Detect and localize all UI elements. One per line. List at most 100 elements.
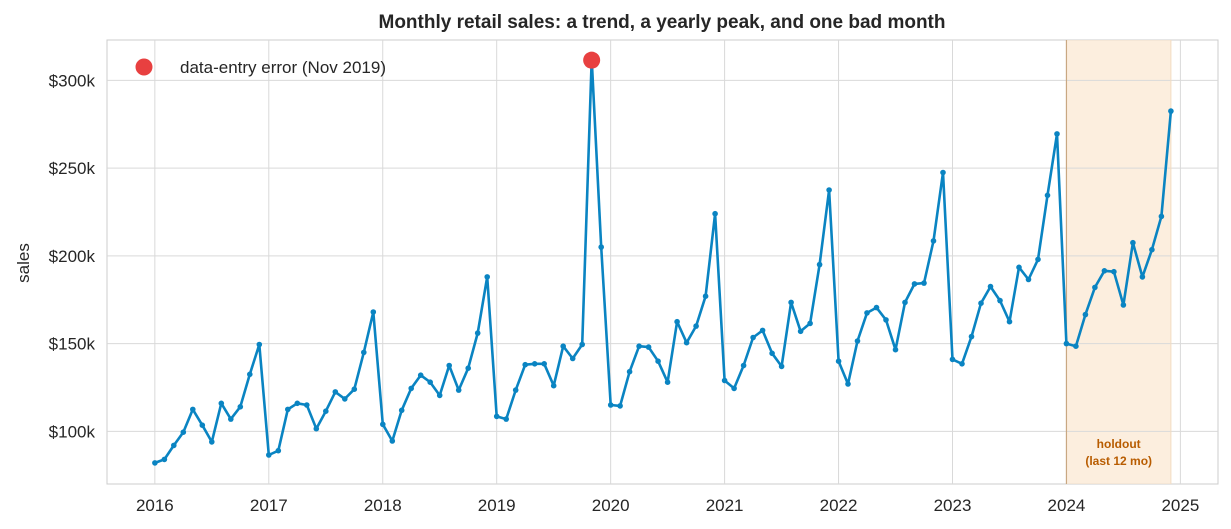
sales-point (332, 389, 339, 395)
sales-point (1016, 264, 1022, 271)
sales-point (361, 349, 367, 356)
sales-point (275, 447, 282, 454)
legend-marker (135, 58, 153, 76)
x-tick-label: 2016 (136, 496, 174, 515)
sales-point (503, 416, 510, 422)
y-tick-label: $150k (49, 335, 96, 354)
sales-point (902, 299, 908, 306)
sales-point (826, 187, 832, 193)
sales-point (171, 442, 177, 449)
sales-point (389, 438, 396, 444)
sales-point (304, 402, 310, 408)
holdout-band (1066, 40, 1171, 484)
sales-point (864, 310, 870, 316)
sales-point (598, 244, 604, 250)
holdout-label: holdout (1097, 437, 1141, 451)
x-tick-label: 2020 (592, 496, 630, 515)
sales-point (769, 350, 775, 357)
sales-point (816, 261, 823, 268)
sales-point (569, 355, 576, 362)
sales-point (474, 330, 481, 336)
x-tick-label: 2021 (706, 496, 744, 515)
sales-point (664, 379, 671, 386)
x-tick-label: 2023 (934, 496, 972, 515)
sales-point (987, 283, 994, 290)
sales-point (266, 452, 272, 458)
sales-point (190, 406, 196, 413)
sales-point (465, 365, 472, 372)
sales-point (1044, 192, 1051, 199)
sales-point (417, 372, 424, 379)
sales-point (1035, 256, 1041, 263)
sales-point (797, 328, 804, 335)
sales-point (199, 422, 206, 429)
sales-point (1054, 131, 1060, 137)
sales-point (1101, 268, 1108, 274)
error-point (583, 51, 601, 69)
sales-point (674, 318, 680, 325)
sales-point (493, 413, 500, 420)
sales-point (854, 338, 861, 344)
sales-point (484, 274, 491, 280)
y-tick-label: $200k (49, 247, 96, 266)
sales-point (1073, 343, 1079, 350)
sales-point (636, 343, 642, 350)
sales-point (342, 396, 348, 402)
sales-point (740, 362, 747, 369)
sales-point (1168, 108, 1174, 114)
sales-point (427, 379, 434, 386)
x-tick-label: 2025 (1161, 496, 1199, 515)
sales-point (1063, 340, 1070, 347)
sales-point (921, 280, 927, 286)
sales-point (256, 341, 263, 348)
sales-point (436, 392, 443, 399)
sales-point (560, 343, 566, 350)
sales-point (731, 385, 737, 392)
sales-point (398, 407, 405, 414)
sales-point (579, 341, 585, 348)
sales-point (959, 361, 965, 367)
sales-point (617, 403, 623, 409)
sales-point (541, 361, 547, 367)
sales-point (1120, 302, 1127, 308)
sales-point (978, 300, 984, 307)
sales-point (351, 386, 358, 393)
y-tick-label: $100k (49, 422, 96, 441)
sales-point (218, 400, 225, 407)
sales-point (522, 361, 528, 368)
sales-point (228, 416, 234, 422)
sales-line (154, 57, 1173, 465)
sales-point (323, 408, 329, 415)
sales-point (531, 361, 538, 367)
sales-point (455, 387, 462, 393)
sales-point (1025, 276, 1032, 283)
sales-point (712, 210, 718, 217)
sales-point (997, 297, 1003, 304)
sales-point (512, 387, 519, 393)
sales-point (209, 439, 215, 445)
sales-point (607, 402, 614, 408)
plot-frame (106, 39, 1219, 485)
sales-point (550, 382, 557, 389)
chart-title: Monthly retail sales: a trend, a yearly … (379, 12, 946, 33)
sales-point (408, 385, 415, 392)
sales-point (892, 346, 899, 353)
sales-point (152, 460, 158, 466)
x-tick-label: 2022 (820, 496, 858, 515)
holdout-label: (last 12 mo) (1085, 454, 1152, 468)
sales-point (237, 404, 244, 410)
x-tick-label: 2024 (1048, 496, 1086, 515)
sales-point (1006, 318, 1013, 325)
y-axis-label: sales (14, 243, 33, 283)
x-tick-label: 2017 (250, 496, 288, 515)
sales-point (873, 304, 880, 311)
sales-point (693, 323, 699, 329)
legend: data-entry error (Nov 2019) (135, 58, 386, 77)
sales-point (930, 238, 937, 244)
sales-point (845, 381, 851, 387)
plot-area: 2016 2017 2018 2019 2020 2021 2022 2023 2024 2025… (49, 39, 1219, 515)
sales-point (683, 339, 690, 346)
sales-point (702, 293, 709, 300)
sales-point (807, 320, 813, 327)
